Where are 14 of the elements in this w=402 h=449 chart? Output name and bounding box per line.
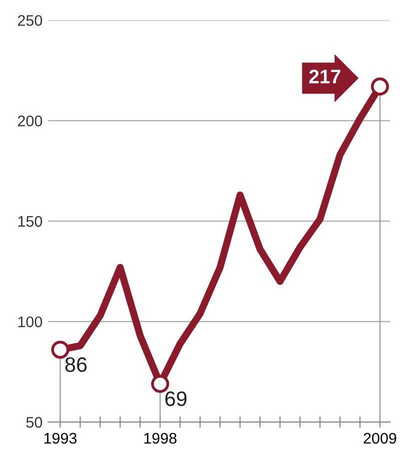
y-tick-label: 50	[26, 416, 42, 428]
data-label: 86	[65, 357, 87, 372]
y-tick-label: 150	[18, 216, 42, 227]
x-tick-label: 1998	[144, 432, 176, 444]
y-tick-label: 250	[18, 15, 42, 26]
y-tick-label: 100	[18, 316, 42, 328]
x-tick-label: 1993	[44, 432, 77, 444]
x-tick-label: 2009	[364, 432, 396, 444]
y-tick-label: 200	[18, 116, 42, 126]
point	[370, 77, 389, 96]
data-label: 217	[309, 70, 340, 84]
data-label: 69	[165, 391, 186, 406]
point	[151, 374, 170, 393]
point	[51, 340, 70, 359]
